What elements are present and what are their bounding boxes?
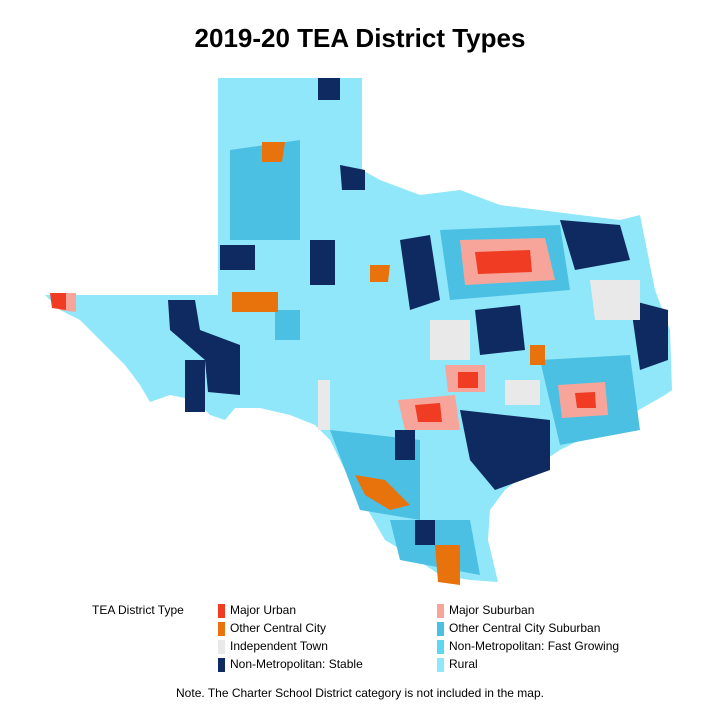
district-region [220,245,255,270]
district-region [370,265,390,282]
district-region [530,345,545,365]
legend-swatch [218,658,225,672]
legend-label: Non-Metropolitan: Fast Growing [449,639,619,653]
district-region [560,220,630,270]
legend-swatch [437,658,444,672]
district-region [430,320,470,360]
district-region [415,403,442,422]
district-region [262,142,285,162]
district-region [415,520,435,545]
district-region [575,392,596,408]
district-region [232,292,278,312]
district-region [185,360,205,412]
district-region [168,300,240,395]
legend-label: Rural [449,657,478,671]
district-region [460,410,550,490]
district-region [340,165,365,190]
district-region [475,250,532,274]
district-region [590,280,640,320]
district-region [318,78,340,100]
legend-title: TEA District Type [92,603,184,617]
district-region [310,240,335,285]
legend-swatch [437,640,444,654]
legend-swatch [218,604,225,618]
district-region [505,380,540,405]
district-region [435,545,460,585]
legend-swatch [218,640,225,654]
district-region [475,305,525,355]
district-region [458,372,478,388]
district-region [230,140,300,240]
district-region [318,380,330,430]
legend-label: Independent Town [230,639,328,653]
district-region [355,475,410,510]
legend: Major Urban Other Central City Independent… [218,603,619,672]
texas-map [45,78,672,585]
legend-label: Non-Metropolitan: Stable [230,657,363,671]
legend-label: Major Urban [230,603,296,617]
legend-swatch [437,622,444,636]
district-region [395,430,415,460]
district-region [50,293,66,310]
map-title: 2019-20 TEA District Types [195,23,526,53]
state-area [45,78,672,582]
map-note: Note. The Charter School District catego… [176,686,544,700]
legend-swatch [437,604,444,618]
legend-swatch [218,622,225,636]
legend-label: Other Central City [230,621,326,635]
legend-label: Major Suburban [449,603,534,617]
district-region [275,310,300,340]
district-region [400,235,440,310]
legend-label: Other Central City Suburban [449,621,600,635]
